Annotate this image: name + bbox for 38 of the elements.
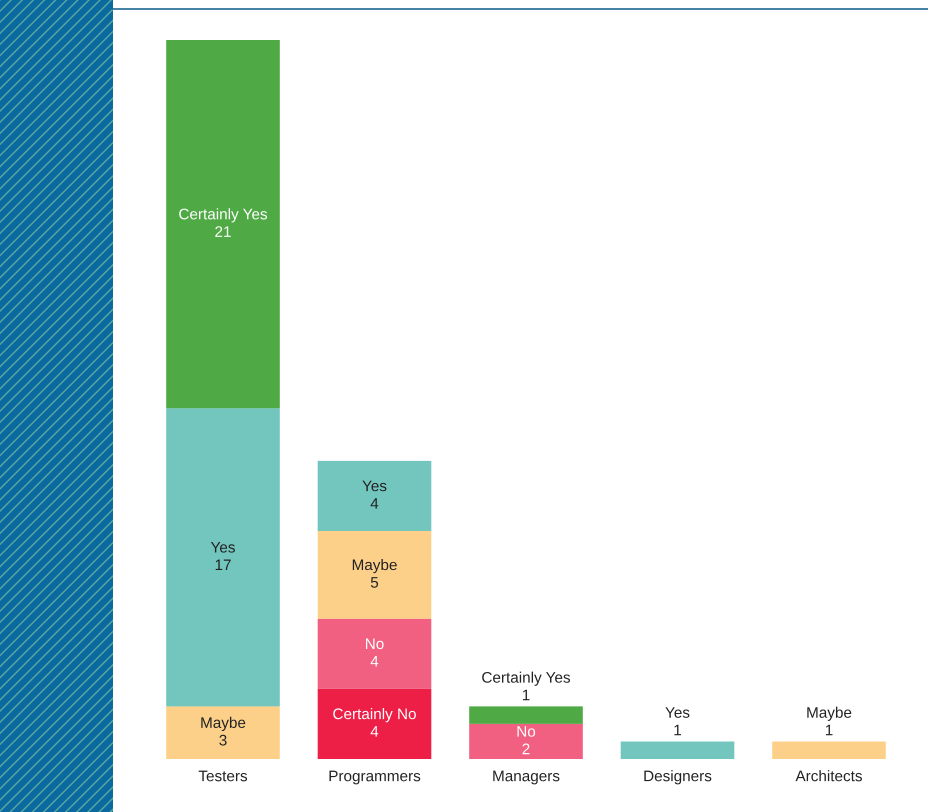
bar [318,688,432,759]
text: Maybe [807,706,852,721]
x-tick-label: Programmers [329,770,420,784]
data-label: 3 [219,734,227,746]
data-label: 17 [216,560,231,570]
data-label: 5 [370,577,378,588]
bar [620,741,734,759]
data-label: 2 [522,744,530,754]
bar [166,40,280,408]
bar [772,741,886,759]
series-label: Yes [362,480,386,492]
data-label: 4 [370,498,378,509]
x-tick-label: Managers [493,770,560,784]
bar [318,618,432,689]
x-tick-label: Designers [644,770,712,784]
bar [166,706,280,759]
data-label: 1 [674,724,682,736]
bar [166,408,280,706]
series-label: No [517,726,536,737]
text: Maybe [352,558,397,574]
data-label: 1 [826,724,833,736]
bar [318,531,432,619]
series-label: Certainly No [333,708,416,722]
bar [469,724,583,759]
data-label: 4 [370,726,378,737]
data-label: 4 [370,656,378,667]
x-tick-label: Testers [198,770,248,782]
text: Yes [665,707,690,718]
series-label: Maybe [201,716,246,732]
text: Yes [210,542,235,553]
data-label: 21 [215,226,231,237]
bar [318,460,432,532]
data-label: 1 [522,690,530,700]
series-label: Certainly Yes [179,208,268,222]
text: Certainly Yes [482,672,570,686]
x-tick-label: Architects [795,770,862,782]
text: No [366,638,384,650]
bar [469,706,583,724]
